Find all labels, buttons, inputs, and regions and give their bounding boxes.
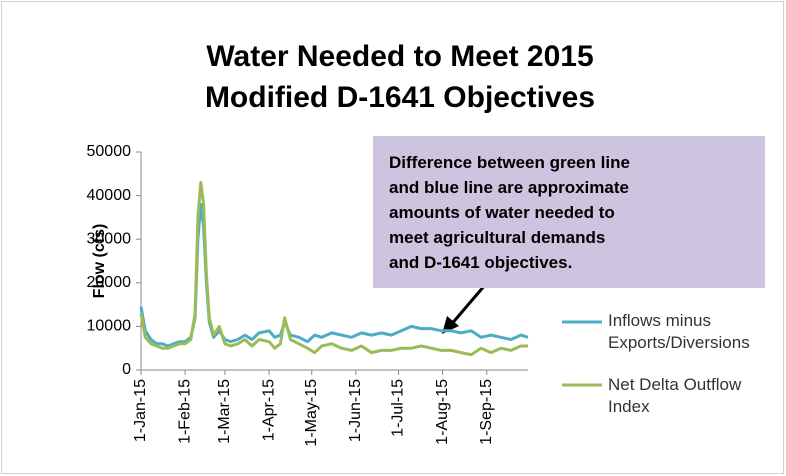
y-tick-label: 10000 [87, 318, 132, 335]
chart-title: Modified D-1641 Objectives [205, 81, 595, 114]
annotation-box: Difference between green line and blue li… [373, 136, 765, 288]
y-tick-label: 30000 [87, 230, 132, 247]
annotation-arrow [448, 284, 487, 327]
chart-title: Water Needed to Meet 2015 [206, 40, 593, 73]
y-tick-label: 40000 [87, 187, 132, 204]
annotation-line: and blue line are approximate [389, 178, 629, 197]
x-tick-label: 1-Mar-15 [216, 379, 233, 444]
x-tick-label: 1-Aug-15 [434, 379, 451, 445]
annotation-line: amounts of water needed to [389, 203, 615, 222]
y-axis-label: Flow (cfs) [91, 224, 108, 299]
x-tick-label: 1-Jul-15 [390, 379, 407, 437]
x-tick-label: 1-Apr-15 [260, 379, 277, 441]
y-tick-label: 50000 [87, 143, 132, 160]
x-tick-label: 1-Jun-15 [347, 379, 364, 442]
x-tick-label: 1-Jan-15 [132, 379, 149, 442]
annotation-line: and D-1641 objectives. [389, 253, 573, 272]
x-tick-label: 1-Sep-15 [478, 379, 495, 445]
y-tick-label: 0 [122, 361, 131, 378]
annotation-line: Difference between green line [389, 153, 630, 172]
y-tick-label: 20000 [87, 274, 132, 291]
series-line [139, 181, 528, 357]
legend-entry: Inflows minus Exports/Diversions [608, 311, 750, 352]
x-tick-label: 1-May-15 [303, 379, 320, 447]
x-tick-label: 1-Feb-15 [176, 379, 193, 444]
legend-entry: Net Delta Outflow Index [608, 375, 742, 416]
annotation-line: meet agricultural demands [389, 228, 606, 247]
